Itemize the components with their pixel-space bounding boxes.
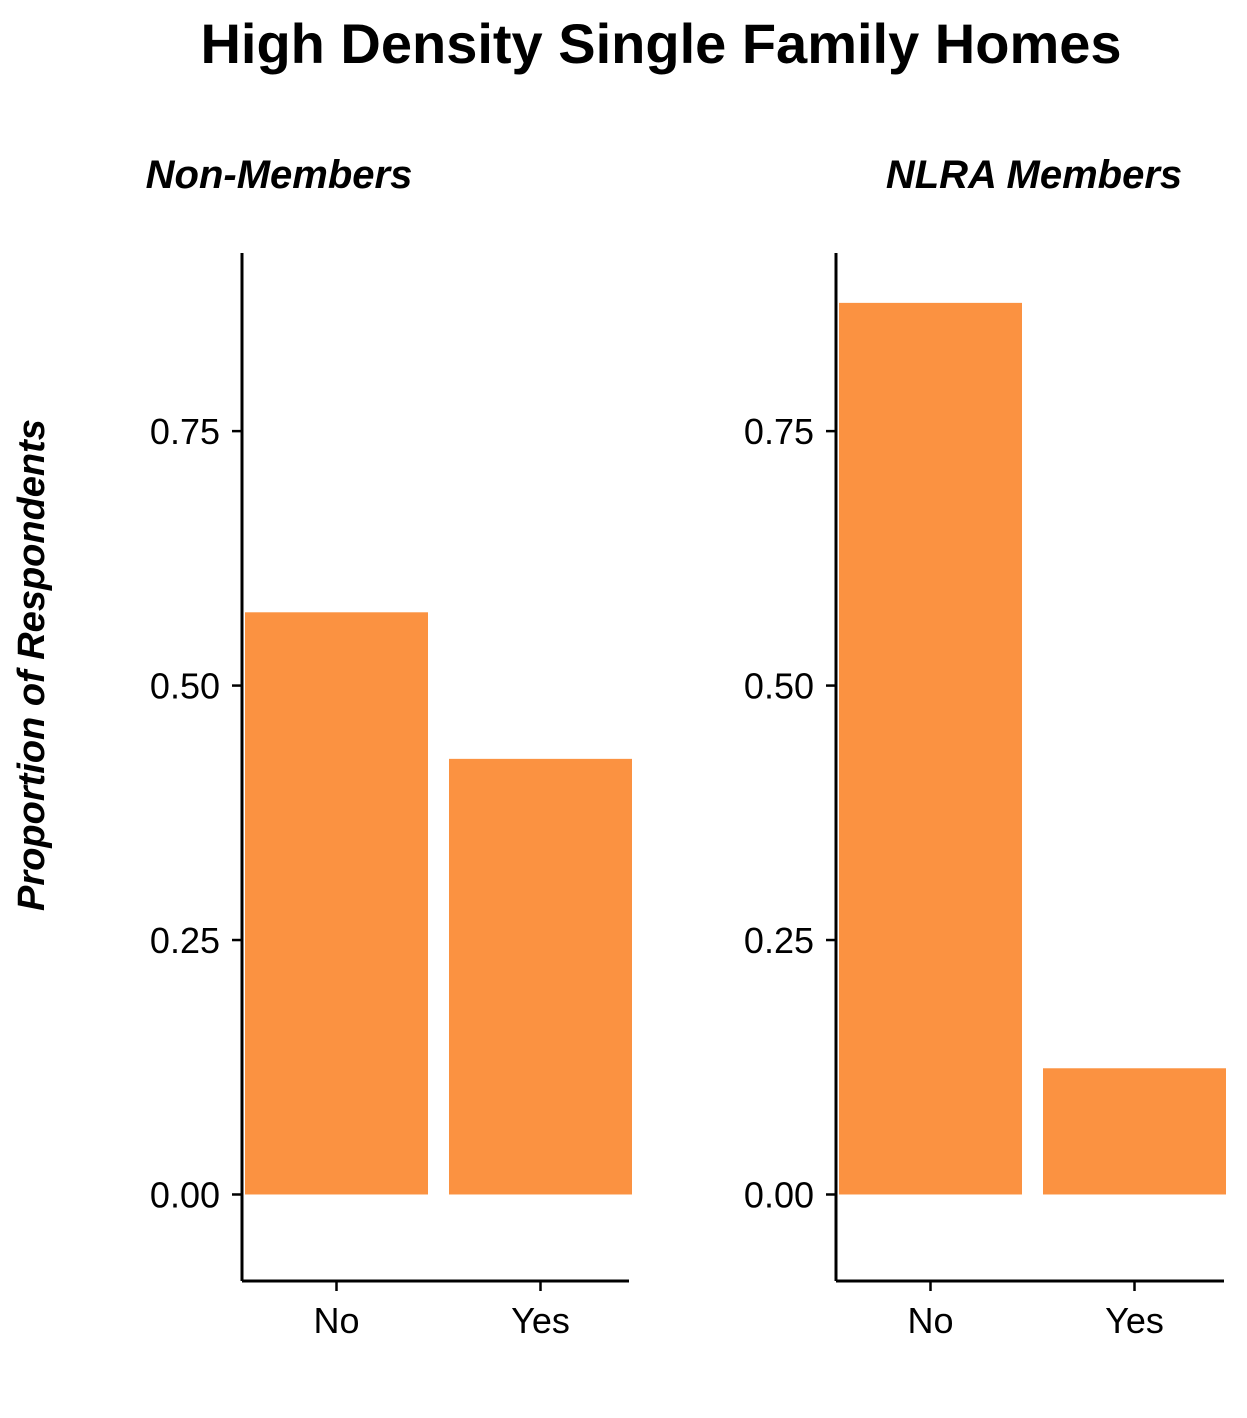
chart-title: High Density Single Family Homes [200, 12, 1121, 75]
y-tick-label: 0.75 [150, 411, 220, 452]
y-tick-label: 0.25 [150, 920, 220, 961]
x-tick-label: No [313, 1300, 359, 1341]
x-tick-label: Yes [1105, 1300, 1164, 1341]
y-axis-title: Proportion of Respondents [11, 419, 53, 911]
y-tick-label: 0.00 [744, 1174, 814, 1215]
y-tick-label: 0.00 [150, 1174, 220, 1215]
bar-yes [1043, 1068, 1226, 1195]
y-tick-label: 0.50 [150, 666, 220, 707]
panel-title: Non-Members [146, 153, 413, 197]
bar-yes [449, 758, 632, 1195]
y-tick-label: 0.25 [744, 920, 814, 961]
panel-title: NLRA Members [886, 153, 1182, 197]
bar-no [839, 302, 1022, 1195]
x-tick-label: Yes [511, 1300, 570, 1341]
y-tick-label: 0.75 [744, 411, 814, 452]
panel-1: Non-Members 0.00 0.25 0.50 0.75 No Yes [146, 153, 632, 1341]
bar-no [245, 612, 428, 1195]
x-tick-label: No [907, 1300, 953, 1341]
y-tick-label: 0.50 [744, 666, 814, 707]
panel-2: NLRA Members 0.00 0.25 0.50 0.75 No Yes [744, 153, 1226, 1341]
